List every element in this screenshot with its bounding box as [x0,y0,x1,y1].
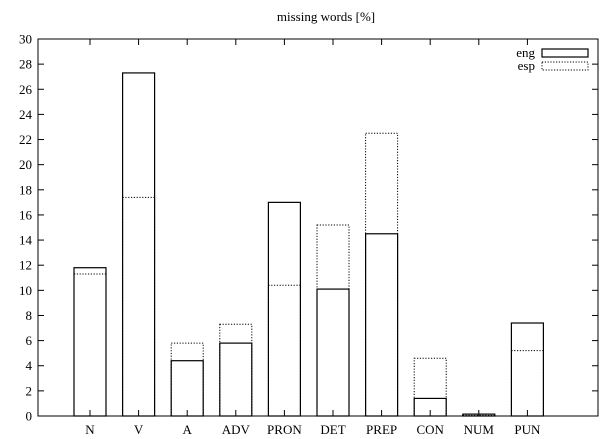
bar-esp [170,342,204,417]
bar-esp [365,132,399,417]
x-tick-label: NUM [464,422,495,437]
y-tick-label: 22 [19,132,32,147]
bar-eng [316,288,350,417]
bar-eng [170,360,204,417]
y-tick-label: 20 [19,157,32,172]
x-tick-label: V [134,422,144,437]
bar-eng [510,322,544,417]
y-tick-label: 14 [19,233,33,248]
y-tick-label: 18 [19,182,32,197]
legend-label-eng: eng [516,45,535,60]
bar-eng [73,267,107,417]
bar-esp [73,273,107,417]
legend-swatch-esp [541,61,589,71]
x-tick-label: PRON [267,422,302,437]
y-tick-label: 12 [19,258,32,273]
y-tick-label: 8 [26,308,33,323]
bar-eng [365,233,399,417]
chart-title: missing words [%] [277,9,375,24]
bar-eng [219,342,253,417]
y-tick-label: 10 [19,283,32,298]
y-tick-label: 0 [26,409,33,424]
y-tick-label: 24 [19,107,33,122]
x-tick-label: PUN [514,422,541,437]
bar-eng [121,72,156,417]
x-tick-label: CON [416,422,444,437]
x-tick-label: N [85,422,95,437]
y-tick-label: 30 [19,32,32,47]
y-tick-label: 28 [19,57,32,72]
legend-label-esp: esp [518,58,535,73]
bar-esp [316,224,350,417]
y-tick-label: 2 [26,383,33,398]
plot-frame [37,38,599,417]
x-tick-labels: N V A ADV PRON DET PREP CON NUM PUN [85,422,541,437]
bar-esp [413,357,447,417]
bar-esp [510,350,544,417]
bar-eng [267,201,301,417]
bars [73,72,544,417]
x-tick-label: ADV [222,422,251,437]
x-tick-label: A [183,422,193,437]
y-tick-label: 26 [19,82,33,97]
bar-esp [219,323,253,417]
x-tick-label: PREP [366,422,397,437]
x-tick-label: DET [320,422,345,437]
y-tick-label: 4 [26,358,33,373]
legend-swatch-eng [541,48,589,58]
ticks [38,38,598,417]
bar-esp [267,284,301,417]
y-tick-label: 6 [26,333,33,348]
y-tick-label: 16 [19,207,33,222]
bar-esp [122,196,156,417]
